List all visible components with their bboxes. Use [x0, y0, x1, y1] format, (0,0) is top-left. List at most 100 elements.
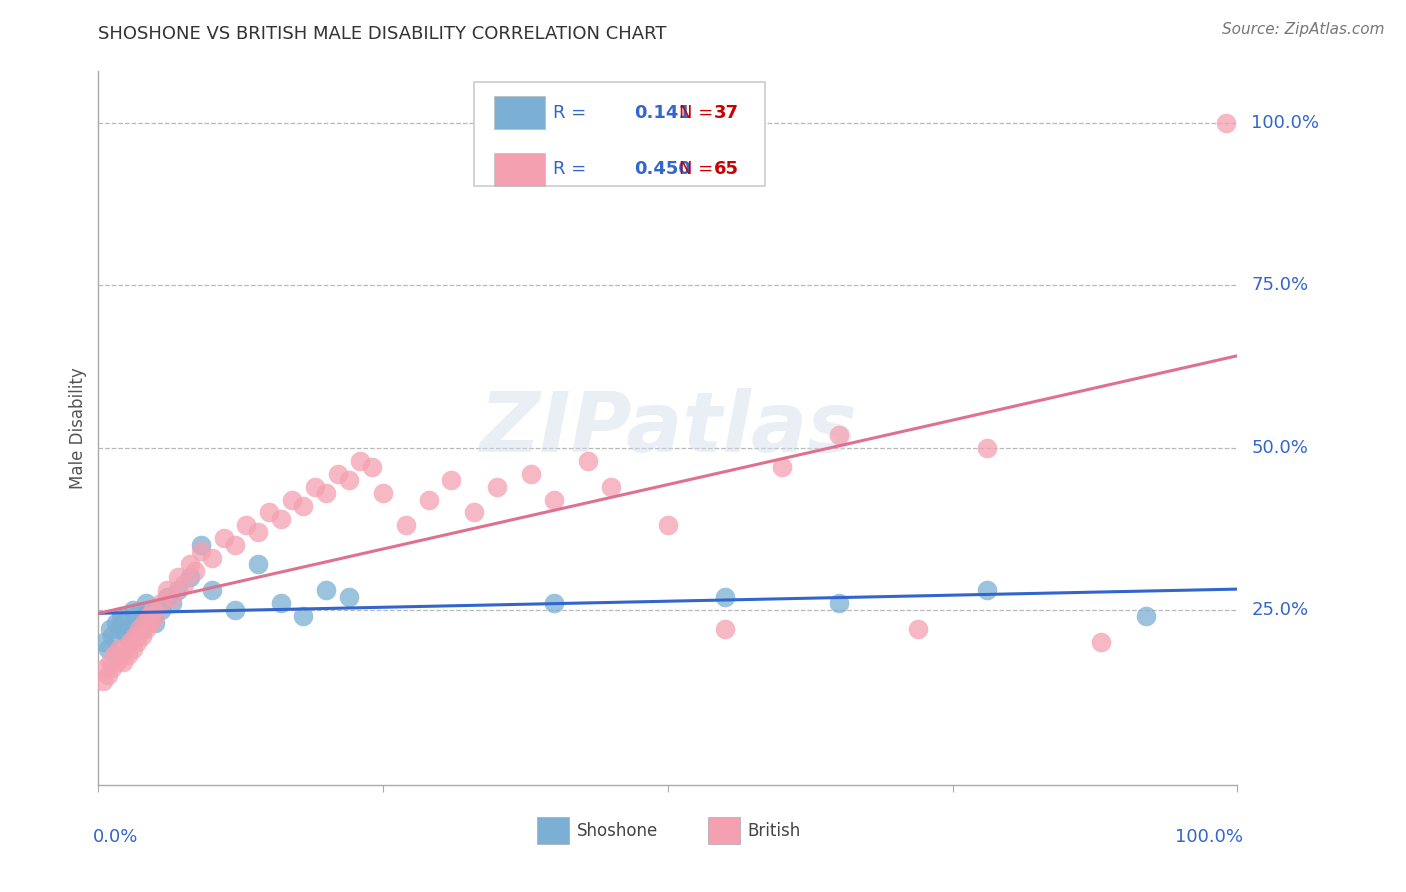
Point [246, 524, 269, 539]
Point [201, 583, 224, 598]
Text: British: British [748, 822, 801, 840]
Point [167, 570, 190, 584]
Point [98, 622, 121, 636]
Point [138, 603, 160, 617]
Point [124, 629, 146, 643]
Text: R =: R = [553, 103, 592, 121]
Point [117, 648, 139, 663]
Point [96, 641, 118, 656]
Point [907, 622, 929, 636]
Point [337, 473, 360, 487]
Point [162, 596, 184, 610]
Point [142, 603, 165, 617]
Text: 0.0%: 0.0% [93, 828, 138, 846]
Text: 50.0%: 50.0% [1251, 439, 1308, 457]
Point [326, 467, 349, 481]
Point [1090, 635, 1112, 649]
Point [108, 641, 131, 656]
Point [124, 609, 146, 624]
Point [212, 532, 235, 546]
Text: ZIPatlas: ZIPatlas [479, 388, 856, 468]
Point [714, 590, 737, 604]
Point [976, 441, 998, 455]
Point [131, 622, 153, 636]
Text: 25.0%: 25.0% [1251, 601, 1309, 619]
Point [110, 648, 132, 663]
Point [127, 635, 149, 649]
Text: N =: N = [679, 161, 720, 178]
Point [292, 609, 315, 624]
Bar [537, 817, 569, 844]
Point [132, 615, 155, 630]
Bar [494, 96, 546, 129]
Point [103, 648, 125, 663]
Text: 37: 37 [713, 103, 738, 121]
Point [201, 550, 224, 565]
Point [121, 641, 143, 656]
Point [543, 492, 565, 507]
Text: 100.0%: 100.0% [1175, 828, 1243, 846]
Point [156, 583, 179, 598]
Bar [494, 153, 546, 186]
Point [167, 583, 190, 598]
Point [976, 583, 998, 598]
Text: 75.0%: 75.0% [1251, 277, 1309, 294]
Text: 100.0%: 100.0% [1251, 114, 1319, 132]
Bar [707, 817, 740, 844]
Point [110, 609, 132, 624]
Point [349, 453, 371, 467]
Text: SHOSHONE VS BRITISH MALE DISABILITY CORRELATION CHART: SHOSHONE VS BRITISH MALE DISABILITY CORR… [98, 25, 666, 43]
Point [139, 615, 162, 630]
Point [304, 479, 326, 493]
Point [190, 544, 212, 558]
Point [179, 558, 201, 572]
Y-axis label: Male Disability: Male Disability [69, 368, 87, 489]
Point [112, 615, 135, 630]
Point [270, 596, 292, 610]
Point [179, 570, 201, 584]
Point [828, 596, 851, 610]
Point [115, 629, 138, 643]
Point [246, 558, 269, 572]
Point [281, 492, 304, 507]
Point [828, 427, 851, 442]
Point [770, 460, 793, 475]
Point [657, 518, 679, 533]
Point [173, 577, 195, 591]
Point [104, 615, 127, 630]
Point [135, 596, 157, 610]
Point [1135, 609, 1157, 624]
Point [145, 609, 167, 624]
Point [486, 479, 509, 493]
Point [101, 629, 124, 643]
Point [463, 506, 485, 520]
Point [96, 667, 118, 681]
Point [121, 603, 143, 617]
Point [520, 467, 543, 481]
Point [128, 622, 150, 636]
Point [714, 622, 737, 636]
Point [1215, 116, 1237, 130]
Text: N =: N = [679, 103, 720, 121]
Point [150, 596, 173, 610]
Point [270, 512, 292, 526]
Point [120, 635, 142, 649]
Point [156, 590, 179, 604]
Point [600, 479, 623, 493]
Text: Source: ZipAtlas.com: Source: ZipAtlas.com [1222, 22, 1385, 37]
Point [135, 622, 157, 636]
Point [235, 518, 257, 533]
Point [315, 486, 337, 500]
Point [138, 609, 160, 624]
Point [224, 603, 246, 617]
Point [360, 460, 382, 475]
Point [150, 603, 173, 617]
Text: 65: 65 [713, 161, 738, 178]
Point [98, 655, 121, 669]
Point [108, 622, 131, 636]
Point [224, 538, 246, 552]
Point [142, 609, 165, 624]
Point [145, 615, 167, 630]
Point [315, 583, 337, 598]
FancyBboxPatch shape [474, 82, 765, 186]
